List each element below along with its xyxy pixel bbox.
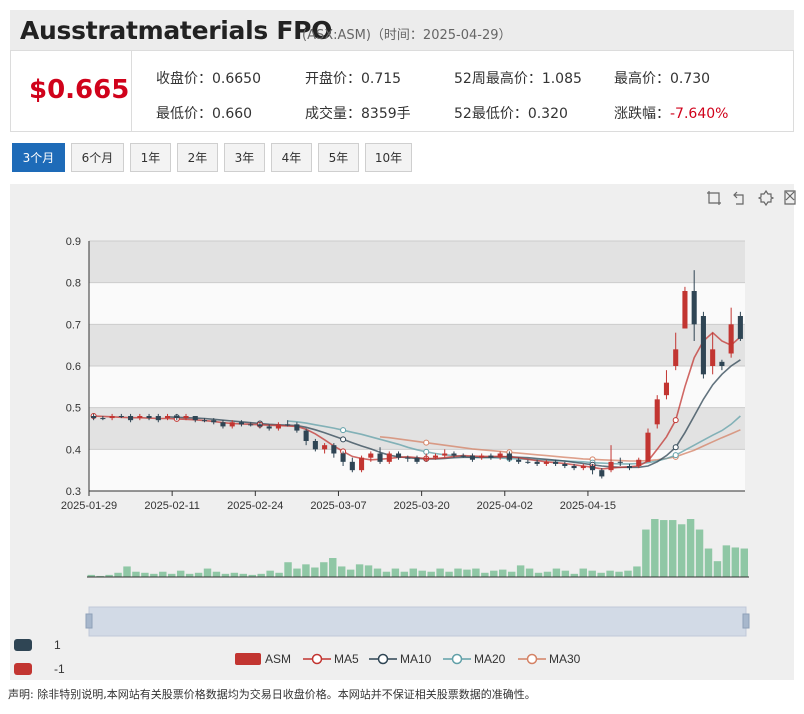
tab-3m[interactable]: 3个月: [12, 143, 65, 172]
change-value: -7.640%: [670, 106, 729, 122]
high-52w-label: 52周最高价：: [454, 71, 542, 87]
tab-10y[interactable]: 10年: [365, 143, 412, 172]
zoom-select-icon[interactable]: [706, 190, 722, 206]
side-legend-down-swatch: [14, 663, 32, 675]
low-52w-value: 0.320: [527, 106, 568, 122]
high-price-value: 0.730: [670, 71, 711, 87]
quote-divider: [131, 51, 132, 131]
open-price-field: 开盘价：0.715: [305, 68, 401, 88]
legend-ma30-marker: [526, 653, 538, 665]
series-legend: ASM MA5 MA10 MA20 MA30: [233, 651, 593, 667]
legend-ma10-marker: [377, 653, 389, 665]
tab-2y[interactable]: 2年: [177, 143, 218, 172]
company-name: Ausstratmaterials FPO: [20, 16, 333, 45]
quote-panel: $0.665 收盘价：0.6650 开盘价：0.715 52周最高价：1.085…: [10, 50, 794, 132]
ticker-info: (ASX:ASM)（时间：2025-04-29）: [302, 28, 512, 43]
change-field: 涨跌幅：-7.640%: [614, 103, 728, 123]
close-price-field: 收盘价：0.6650: [156, 68, 261, 88]
legend-ma20-marker: [451, 653, 463, 665]
chart-panel: [10, 184, 794, 680]
legend-ma10-label[interactable]: MA10: [400, 652, 432, 666]
side-legend-up-label: 1: [54, 638, 61, 652]
legend-ma30-label[interactable]: MA30: [549, 652, 581, 666]
low-price-field: 最低价：0.660: [156, 103, 252, 123]
side-legend-up-swatch: [14, 639, 32, 651]
close-price-value: 0.6650: [212, 71, 261, 87]
low-price-label: 最低价：: [156, 106, 212, 122]
title-bar: Ausstratmaterials FPO (ASX:ASM)（时间：2025-…: [10, 10, 794, 50]
low-52w-field: 52最低价：0.320: [454, 103, 568, 123]
tab-1y[interactable]: 1年: [130, 143, 171, 172]
change-label: 涨跌幅：: [614, 106, 670, 122]
side-legend-down-label: -1: [54, 662, 65, 676]
legend-asm-label[interactable]: ASM: [265, 652, 292, 666]
low-price-value: 0.660: [212, 106, 253, 122]
tab-6m[interactable]: 6个月: [71, 143, 124, 172]
volume-value: 8359手: [361, 106, 411, 122]
side-legend-up: 1: [14, 638, 61, 652]
side-legend-down: -1: [14, 662, 65, 676]
tab-5y[interactable]: 5年: [318, 143, 359, 172]
tab-3y[interactable]: 3年: [224, 143, 265, 172]
high-52w-value: 1.085: [541, 71, 582, 87]
legend-ma5-label[interactable]: MA5: [334, 652, 359, 666]
open-price-value: 0.715: [361, 71, 402, 87]
legend-asm-swatch: [235, 653, 261, 665]
high-52w-field: 52周最高价：1.085: [454, 68, 582, 88]
current-price: $0.665: [29, 75, 130, 105]
volume-field: 成交量：8359手: [305, 103, 411, 123]
high-price-label: 最高价：: [614, 71, 670, 87]
zoom-back-icon[interactable]: [732, 190, 748, 206]
save-image-icon[interactable]: [784, 190, 796, 206]
low-52w-label: 52最低价：: [454, 106, 528, 122]
legend-ma20-label[interactable]: MA20: [474, 652, 506, 666]
volume-label: 成交量：: [305, 106, 361, 122]
disclaimer-text: 声明: 除非特别说明,本网站有关股票价格数据均为交易日收盘价格。本网站并不保证相…: [8, 688, 536, 701]
high-price-field: 最高价：0.730: [614, 68, 710, 88]
legend-ma5-marker: [311, 653, 323, 665]
open-price-label: 开盘价：: [305, 71, 361, 87]
tab-4y[interactable]: 4年: [271, 143, 312, 172]
close-price-label: 收盘价：: [156, 71, 212, 87]
restore-icon[interactable]: [758, 190, 774, 206]
